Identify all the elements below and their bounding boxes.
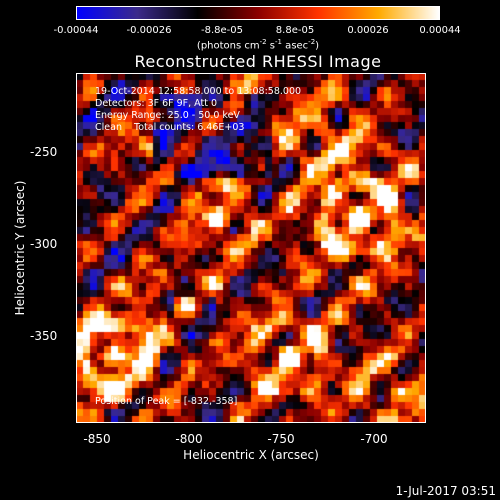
info-time-range: 19-Oct-2014 12:58:58.000 to 13:08:58.000 — [95, 86, 302, 97]
info-detectors: Detectors: 3F 6F 9F, Att 0 — [95, 98, 218, 109]
heatmap-image — [76, 73, 426, 423]
info-peak-position: Position of Peak = [-832,-358] — [95, 396, 238, 407]
plot-timestamp: 1-Jul-2017 03:51 — [395, 484, 496, 498]
x-tick-label: -700 — [360, 432, 388, 446]
y-tick-label: -250 — [30, 145, 58, 159]
x-tick-label: -750 — [267, 432, 295, 446]
colorbar-tick: 8.8e-05 — [275, 25, 315, 36]
colorbar-tick: 0.00044 — [419, 25, 461, 36]
x-axis-label: Heliocentric X (arcsec) — [183, 448, 319, 462]
x-tick-label: -800 — [175, 432, 203, 446]
info-total-counts: Clean Total counts: 6.46E+03 — [95, 122, 245, 133]
colorbar-tick: -0.00044 — [53, 25, 99, 36]
x-tick-label: -850 — [83, 432, 111, 446]
y-tick-label: -350 — [30, 329, 58, 343]
info-energy-range: Energy Range: 25.0 - 50.0 keV — [95, 110, 240, 121]
colorbar-unit-label: (photons cm-2 s-1 asec-2) — [196, 38, 320, 52]
colorbar-tick: 0.00026 — [347, 25, 389, 36]
colorbar — [76, 6, 440, 20]
colorbar-tick: -0.00026 — [126, 25, 172, 36]
y-axis-label: Heliocentric Y (arcsec) — [13, 180, 27, 316]
colorbar-tick: -8.8e-05 — [201, 25, 243, 36]
chart-title: Reconstructed RHESSI Image — [134, 52, 382, 71]
y-tick-label: -300 — [30, 237, 58, 251]
